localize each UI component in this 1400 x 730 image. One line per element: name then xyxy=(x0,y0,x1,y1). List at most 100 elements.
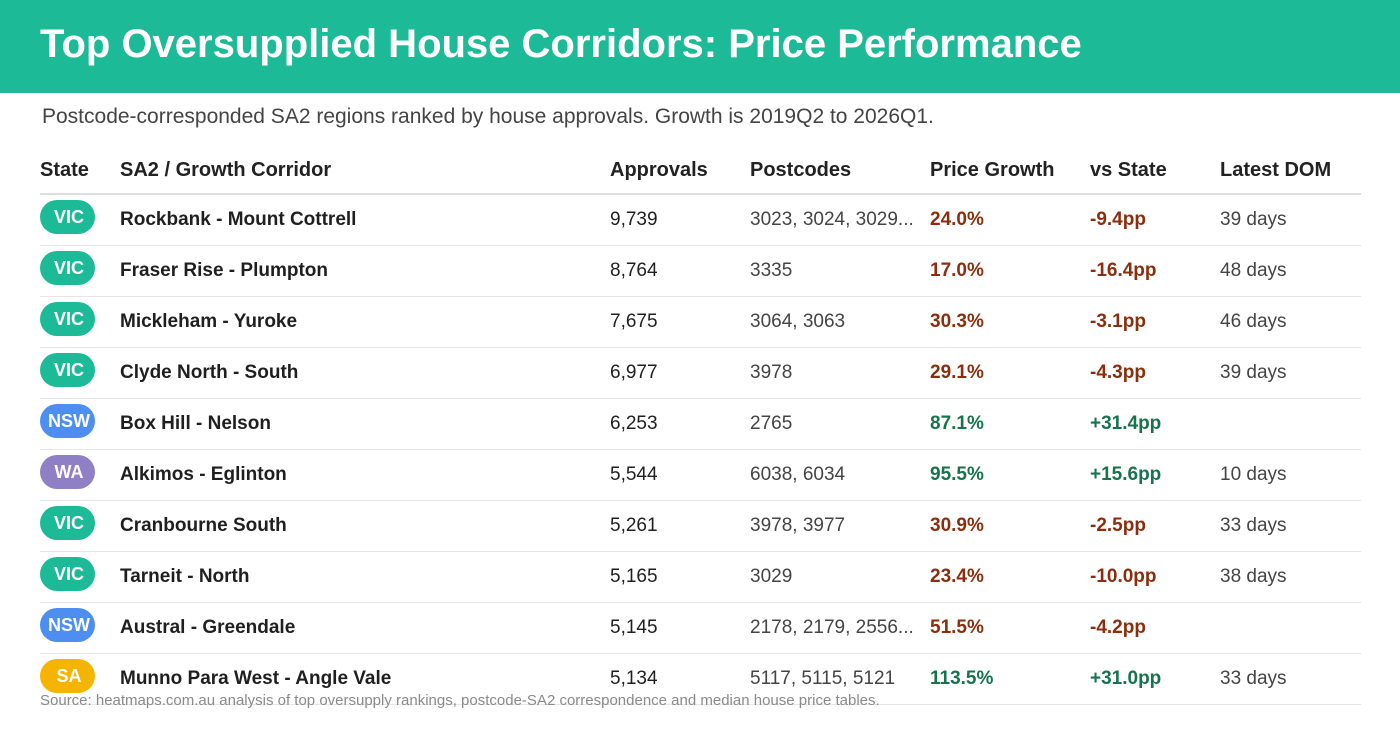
state-badge: VIC xyxy=(40,302,95,336)
approvals-value: 7,675 xyxy=(610,311,658,332)
latest-dom-value: 46 days xyxy=(1220,311,1287,332)
data-table: State SA2 / Growth Corridor Approvals Po… xyxy=(40,147,1361,705)
vs-state-value: +31.0pp xyxy=(1090,668,1162,689)
latest-dom-value: 10 days xyxy=(1220,464,1287,485)
postcodes-value: 3335 xyxy=(750,260,793,281)
postcodes-value: 3978, 3977 xyxy=(750,515,846,536)
latest-dom-value: 48 days xyxy=(1220,260,1287,281)
vs-state-value: -4.3pp xyxy=(1090,362,1146,383)
vs-state-value: -10.0pp xyxy=(1090,566,1157,587)
state-cell: NSW xyxy=(40,603,95,653)
state-cell: NSW xyxy=(40,399,95,449)
approvals-value: 5,145 xyxy=(610,617,658,638)
approvals-value: 5,165 xyxy=(610,566,658,587)
page-title: Top Oversupplied House Corridors: Price … xyxy=(40,22,1082,66)
vs-state-value: +31.4pp xyxy=(1090,413,1162,434)
price-growth-value: 30.3% xyxy=(930,311,984,332)
state-cell: VIC xyxy=(40,246,95,296)
corridor-name: Clyde North - South xyxy=(120,362,299,383)
approvals-value: 5,134 xyxy=(610,668,658,689)
corridor-name: Tarneit - North xyxy=(120,566,250,587)
price-growth-value: 95.5% xyxy=(930,464,984,485)
table-row: VIC Cranbourne South 5,261 3978, 3977 30.9% -… xyxy=(40,501,1361,552)
vs-state-value: +15.6pp xyxy=(1090,464,1162,485)
postcodes-value: 3029 xyxy=(750,566,793,587)
postcodes-value: 6038, 6034 xyxy=(750,464,846,485)
latest-dom-value: 39 days xyxy=(1220,362,1287,383)
approvals-value: 6,977 xyxy=(610,362,658,383)
price-growth-value: 17.0% xyxy=(930,260,984,281)
table-row: VIC Tarneit - North 5,165 3029 23.4% -10.0pp 3… xyxy=(40,552,1361,603)
state-badge: NSW xyxy=(40,404,95,438)
state-cell: VIC xyxy=(40,552,95,602)
corridor-name: Rockbank - Mount Cottrell xyxy=(120,209,357,230)
vs-state-value: -16.4pp xyxy=(1090,260,1157,281)
table-row: VIC Rockbank - Mount Cottrell 9,739 3023, 3… xyxy=(40,195,1361,246)
corridor-name: Cranbourne South xyxy=(120,515,287,536)
postcodes-value: 5117, 5115, 5121 xyxy=(750,668,896,689)
header-latest-dom: Latest DOM xyxy=(1220,158,1332,181)
vs-state-value: -2.5pp xyxy=(1090,515,1146,536)
source-note: Source: heatmaps.com.au analysis of top … xyxy=(40,692,880,709)
vs-state-value: -9.4pp xyxy=(1090,209,1146,230)
price-growth-value: 51.5% xyxy=(930,617,984,638)
postcodes-value: 2765 xyxy=(750,413,793,434)
header-approvals: Approvals xyxy=(610,158,708,181)
state-cell: VIC xyxy=(40,348,95,398)
table-row: VIC Clyde North - South 6,977 3978 29.1% -4.3… xyxy=(40,348,1361,399)
corridor-name: Munno Para West - Angle Vale xyxy=(120,668,392,689)
price-growth-value: 23.4% xyxy=(930,566,984,587)
state-cell: VIC xyxy=(40,195,95,245)
header-price-growth: Price Growth xyxy=(930,158,1055,181)
latest-dom-value: 33 days xyxy=(1220,515,1287,536)
corridor-name: Mickleham - Yuroke xyxy=(120,311,298,332)
state-badge: VIC xyxy=(40,557,95,591)
latest-dom-value: 39 days xyxy=(1220,209,1287,230)
state-cell: VIC xyxy=(40,297,95,347)
table-row: WA Alkimos - Eglinton 5,544 6038, 6034 95.5%… xyxy=(40,450,1361,501)
price-growth-value: 24.0% xyxy=(930,209,984,230)
price-growth-value: 113.5% xyxy=(930,668,994,689)
approvals-value: 6,253 xyxy=(610,413,658,434)
header-vs-state: vs State xyxy=(1090,158,1167,181)
table-row: VIC Fraser Rise - Plumpton 8,764 3335 17.0% -… xyxy=(40,246,1361,297)
postcodes-value: 2178, 2179, 2556... xyxy=(750,617,914,638)
table-row: VIC Mickleham - Yuroke 7,675 3064, 3063 30.3… xyxy=(40,297,1361,348)
table-row: NSW Box Hill - Nelson 6,253 2765 87.1% +31.4p… xyxy=(40,399,1361,450)
state-badge: NSW xyxy=(40,608,95,642)
latest-dom-value: 38 days xyxy=(1220,566,1287,587)
price-growth-value: 29.1% xyxy=(930,362,984,383)
corridor-name: Alkimos - Eglinton xyxy=(120,464,287,485)
state-badge: VIC xyxy=(40,353,95,387)
postcodes-value: 3064, 3063 xyxy=(750,311,846,332)
page-subtitle: Postcode-corresponded SA2 regions ranked… xyxy=(42,105,934,128)
table-body: VIC Rockbank - Mount Cottrell 9,739 3023, 3… xyxy=(40,195,1361,705)
title-banner: Top Oversupplied House Corridors: Price … xyxy=(0,0,1400,93)
table-header-row: State SA2 / Growth Corridor Approvals Po… xyxy=(40,147,1361,195)
postcodes-value: 3978 xyxy=(750,362,793,383)
header-postcodes: Postcodes xyxy=(750,158,852,181)
price-growth-value: 87.1% xyxy=(930,413,984,434)
vs-state-value: -4.2pp xyxy=(1090,617,1146,638)
price-growth-value: 30.9% xyxy=(930,515,984,536)
latest-dom-value: 33 days xyxy=(1220,668,1287,689)
state-cell: WA xyxy=(40,450,95,500)
state-badge: VIC xyxy=(40,506,95,540)
state-badge: VIC xyxy=(40,251,95,285)
approvals-value: 9,739 xyxy=(610,209,658,230)
table-row: NSW Austral - Greendale 5,145 2178, 2179, 2… xyxy=(40,603,1361,654)
state-badge: WA xyxy=(40,455,95,489)
header-corridor: SA2 / Growth Corridor xyxy=(120,158,332,181)
state-badge: VIC xyxy=(40,200,95,234)
vs-state-value: -3.1pp xyxy=(1090,311,1146,332)
corridor-name: Box Hill - Nelson xyxy=(120,413,271,434)
corridor-name: Fraser Rise - Plumpton xyxy=(120,260,328,281)
approvals-value: 5,261 xyxy=(610,515,658,536)
state-cell: VIC xyxy=(40,501,95,551)
table-row: SA Munno Para West - Angle Vale 5,134 5117,… xyxy=(40,654,1361,705)
corridor-name: Austral - Greendale xyxy=(120,617,296,638)
header-state: State xyxy=(40,158,89,181)
approvals-value: 5,544 xyxy=(610,464,658,485)
state-badge: SA xyxy=(40,659,95,693)
approvals-value: 8,764 xyxy=(610,260,658,281)
